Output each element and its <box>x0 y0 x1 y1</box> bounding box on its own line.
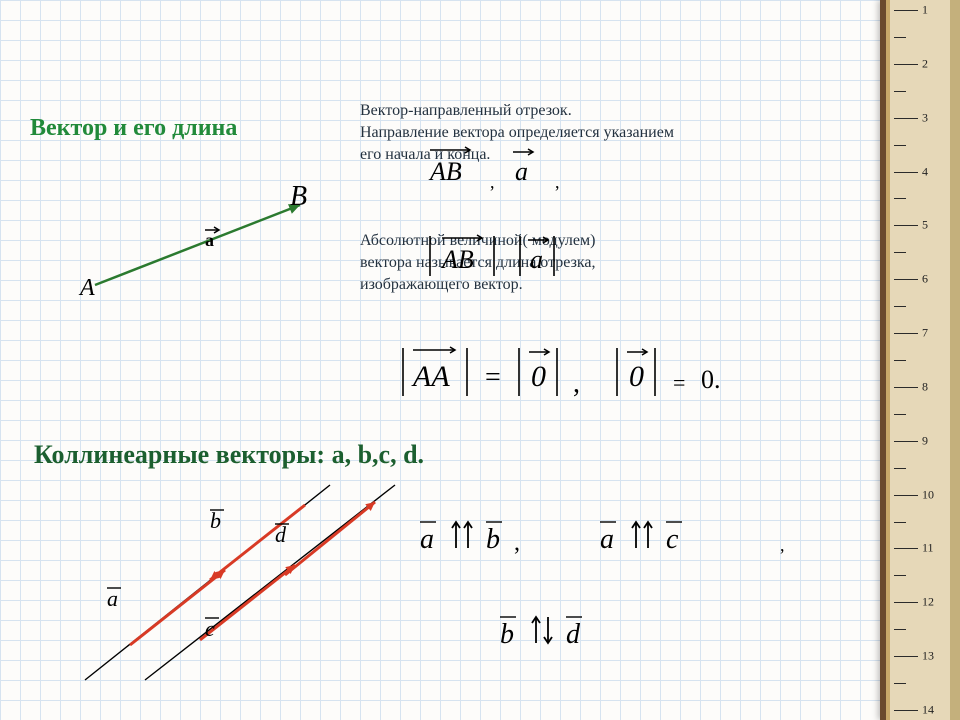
trailing-comma: , <box>780 535 785 556</box>
svg-text:0: 0 <box>531 360 546 393</box>
svg-text:0.: 0. <box>701 365 721 394</box>
svg-text:d: d <box>275 522 287 547</box>
slide-content: Вектор и его длина Вектор-направленный о… <box>0 0 960 720</box>
svg-text:a: a <box>205 230 214 250</box>
svg-text:=: = <box>673 370 685 395</box>
svg-text:AA: AA <box>411 360 450 393</box>
svg-text:,: , <box>573 368 580 399</box>
svg-text:a: a <box>107 586 118 611</box>
collinear-title: Коллинеарные векторы: a, b,c, d. <box>34 440 424 470</box>
svg-text:a: a <box>530 245 543 274</box>
ruler-decoration: 1234567891011121314 <box>880 0 960 720</box>
svg-text:c: c <box>205 616 215 641</box>
svg-text:,: , <box>514 530 520 556</box>
svg-text:d: d <box>566 619 581 650</box>
svg-text:,: , <box>490 172 495 192</box>
svg-text:=: = <box>485 362 501 393</box>
svg-text:a: a <box>420 524 434 555</box>
svg-text:b: b <box>486 524 500 555</box>
svg-text:b: b <box>210 508 221 533</box>
relation-formulas: a b, a c b d <box>400 490 820 670</box>
svg-text:A: A <box>78 275 95 301</box>
svg-text:b: b <box>500 619 514 650</box>
formula-zero-vector: AA = 0, 0 = 0. <box>395 340 815 410</box>
svg-text:0: 0 <box>629 360 644 393</box>
svg-text:B: B <box>290 181 307 212</box>
svg-text:c: c <box>666 524 679 555</box>
main-title: Вектор и его длина <box>30 115 237 142</box>
svg-text:,: , <box>555 172 560 192</box>
svg-text:a: a <box>515 157 528 186</box>
svg-text:a: a <box>600 524 614 555</box>
svg-text:AB: AB <box>440 245 474 274</box>
formula-modulus: AB a <box>420 230 680 290</box>
